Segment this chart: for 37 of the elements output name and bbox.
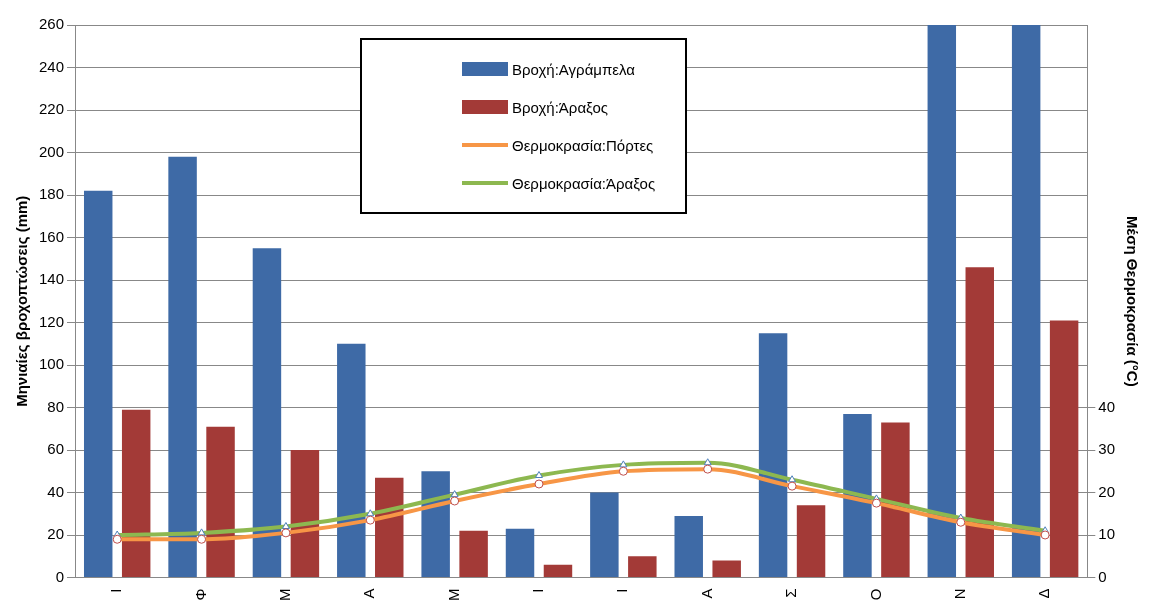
y-tick-label: 0 xyxy=(55,567,65,585)
x-tick-label: Μ xyxy=(276,588,294,601)
x-tick-label: Μ xyxy=(444,588,462,601)
y-tick-label: 220 xyxy=(39,100,65,118)
legend-label: Βροχή:Αγράμπελα xyxy=(512,60,635,78)
legend-label: Θερμοκρασία:Πόρτες xyxy=(512,136,654,154)
y-tick-label: 40 xyxy=(47,482,65,500)
y-tick-label: 180 xyxy=(39,185,65,203)
x-tick-label: Ι xyxy=(613,588,631,593)
y-tick-label: 260 xyxy=(39,15,65,33)
x-tick-label: Ι xyxy=(107,588,125,593)
y-tick-label: 100 xyxy=(39,355,65,373)
y-axis-title: Μηνιαίες βροχοπτώσεις (mm) xyxy=(13,195,31,407)
y2-tick-label: 10 xyxy=(1098,525,1115,543)
y2-axis-title: Μέση Θερμοκρασία (°C) xyxy=(1123,215,1141,387)
x-tick-label: Ι xyxy=(529,588,547,593)
x-tick-label: Ο xyxy=(866,588,884,601)
x-tick-label: Α xyxy=(697,588,715,599)
legend-label: Βροχή:Άραξος xyxy=(512,98,608,116)
legend-label: Θερμοκρασία:Άραξος xyxy=(512,174,656,192)
y-tick-label: 160 xyxy=(39,227,65,245)
x-tick-label: Σ xyxy=(782,588,800,598)
y-tick-label: 120 xyxy=(39,312,65,330)
y-tick-label: 140 xyxy=(39,270,65,288)
y2-tick-label: 0 xyxy=(1098,567,1107,585)
x-tick-label: Α xyxy=(360,588,378,599)
y2-tick-label: 20 xyxy=(1098,482,1115,500)
y2-tick-label: 30 xyxy=(1098,440,1115,458)
x-tick-label: Ν xyxy=(950,588,968,600)
y-tick-label: 20 xyxy=(47,525,65,543)
y-tick-label: 60 xyxy=(47,440,65,458)
y-tick-label: 200 xyxy=(39,142,65,160)
x-tick-label: Φ xyxy=(191,588,209,601)
y-tick-label: 240 xyxy=(39,57,65,75)
y2-tick-label: 40 xyxy=(1098,397,1115,415)
y-tick-label: 80 xyxy=(47,397,65,415)
x-tick-label: Δ xyxy=(1035,588,1053,599)
